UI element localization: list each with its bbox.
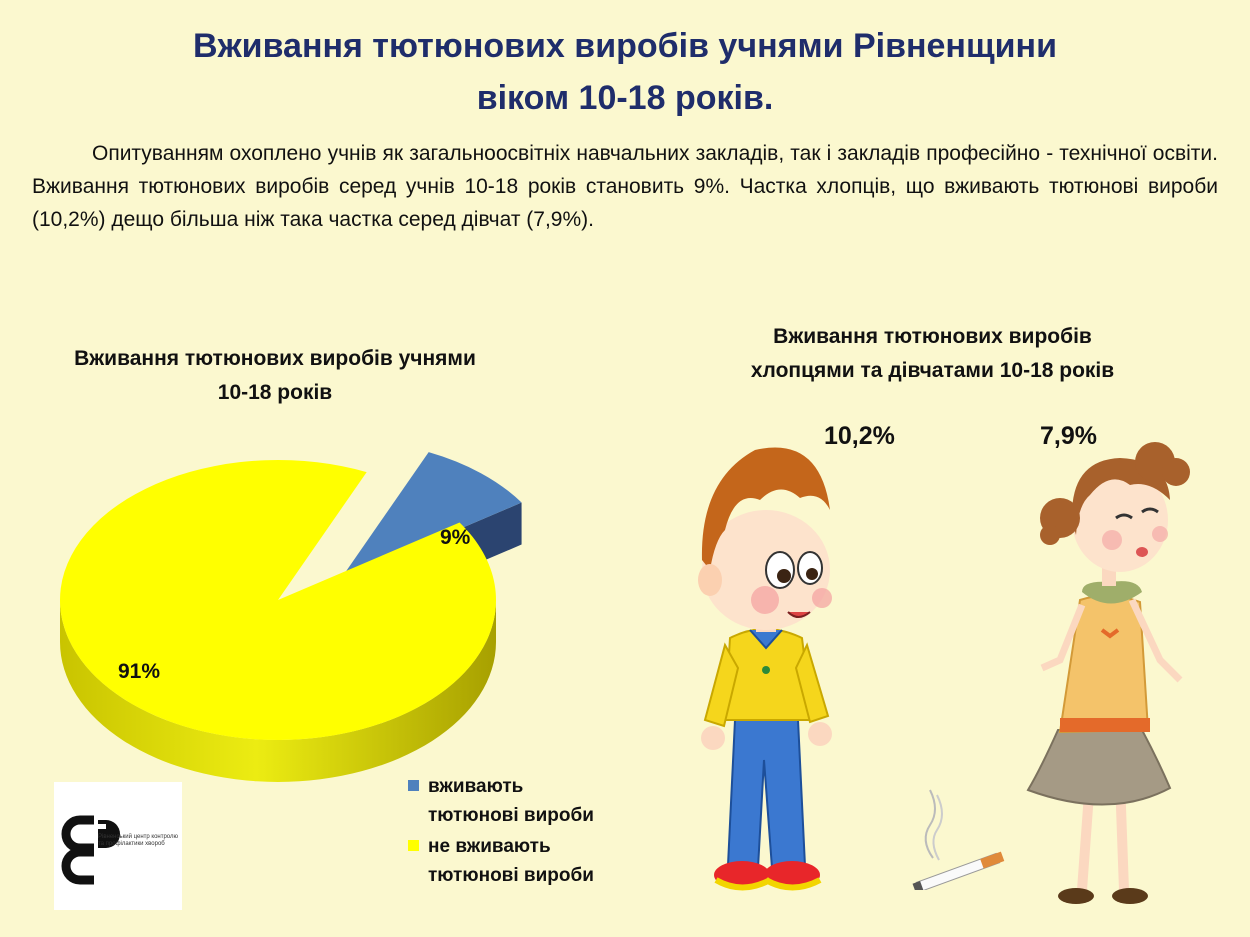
organization-logo: Рівненський центр контролю та профілакти… [54, 782, 182, 910]
page-title-line1: Вживання тютюнових виробів учнями Рівнен… [193, 27, 1057, 65]
boy-illustration [698, 447, 832, 891]
logo-caption: Рівненський центр контролю та профілакти… [98, 834, 179, 847]
pie-data-label-smokers: 9% [440, 526, 471, 549]
pie-data-label-nonsmokers: 91% [118, 660, 160, 683]
legend-swatch-nonsmokers [408, 840, 419, 851]
pie-slice-nonsmokers [59, 460, 496, 740]
pie-title-line1: Вживання тютюнових виробів учнями [74, 347, 476, 370]
girl-illustration [1026, 442, 1190, 904]
pie-slice-smokers [340, 452, 522, 580]
pie-title-line2: 10-18 років [217, 381, 333, 404]
legend-swatch-smokers [408, 780, 419, 791]
logo-mark-icon [61, 815, 120, 885]
legend-label-smokers-line2: тютюнові вироби [428, 805, 594, 826]
gender-title-line1: Вживання тютюнових виробів [773, 325, 1092, 348]
legend-item-smokers: вживають тютюнові вироби [408, 772, 638, 830]
pie-chart: 9% 91% [59, 452, 522, 782]
page-title: Вживання тютюнових виробів учнями Рівнен… [0, 20, 1250, 124]
girls-percentage: 7,9% [1040, 422, 1097, 450]
pie-legend: вживають тютюнові вироби не вживають тют… [408, 772, 638, 890]
legend-label-nonsmokers-line2: тютюнові вироби [428, 865, 594, 886]
legend-item-nonsmokers: не вживають тютюнові вироби [408, 832, 638, 890]
boys-percentage: 10,2% [824, 422, 895, 450]
intro-paragraph: Опитуванням охоплено учнів як загальноос… [32, 142, 1218, 231]
page-title-line2: віком 10-18 років. [476, 79, 774, 117]
legend-label-smokers-line1: вживають [428, 776, 524, 797]
pie-chart-title: Вживання тютюнових виробів учнями 10-18 … [30, 342, 520, 410]
cigarette-icon [912, 789, 1005, 890]
gender-title-line2: хлопцями та дівчатами 10-18 років [750, 359, 1115, 382]
pie-slice-side-nonsmokers [60, 600, 496, 782]
legend-label-nonsmokers-line1: не вживають [428, 836, 551, 857]
gender-chart-title: Вживання тютюнових виробів хлопцями та д… [680, 320, 1185, 388]
